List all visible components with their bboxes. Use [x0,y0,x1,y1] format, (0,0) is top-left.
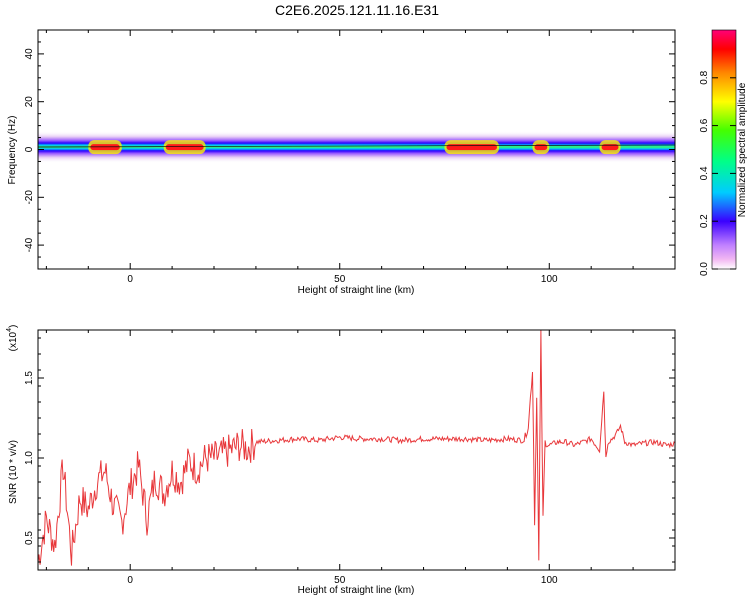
colorbar-tick-label: 0.8 [699,70,710,84]
colorbar-gradient [712,30,736,269]
snr-x-tick-label: 50 [334,575,346,586]
snr-frame [37,329,676,571]
spectrogram-x-tick-label: 50 [334,274,346,285]
colorbar-tick-label: 0.6 [699,118,710,132]
spectrogram-y-tick-label: -20 [24,190,35,205]
spectrogram-y-tick-label: 20 [24,96,35,108]
spectrogram-x-axis: 0 50 100 [45,30,676,285]
colorbar-tick-label: 0.2 [699,214,710,228]
spectrogram-y-tick-label: -40 [24,237,35,252]
snr-y-tick-label: 1.0 [24,451,35,465]
ridge-centre-line [38,144,675,148]
colorbar-frame [711,29,737,270]
spectrogram-x-label: Height of straight line (km) [298,285,415,296]
ridge-hotspot-core [534,144,548,151]
snr-y-label: SNR (10 * v/v) [8,440,19,504]
snr-y-axis: 0.5 1.0 1.5 [24,337,675,563]
snr-x-label: Height of straight line (km) [298,585,415,596]
spectrogram-y-tick-label: 0 [24,146,35,152]
ridge-hotspot-core [601,144,619,151]
spectrogram-panel: 0 50 100 40 20 0 -20 -40 Height of straight li… [7,29,676,296]
snr-y-tick-label: 1.5 [24,371,35,385]
colorbar-label: Normalized spectral amplitude [737,82,748,217]
colorbar-tick-label: 0.4 [699,166,710,180]
snr-series-line [38,330,675,566]
spectrogram-y-tick-label: 40 [24,48,35,60]
spectrogram-y-axis: 40 20 0 -20 -40 [24,41,675,258]
snr-x-axis: 0 50 100 [45,330,676,586]
colorbar-ticks: 0.0 0.2 0.4 0.6 0.8 [699,70,736,276]
colorbar-tick-label: 0.0 [699,262,710,276]
snr-y-multiplier: (x104) [6,325,19,352]
snr-panel: 0 50 100 0.5 1.0 1.5 Height of straight line… [6,325,676,596]
snr-x-tick-label: 0 [127,575,133,586]
ridge-hotspot-core [446,144,497,151]
spectrogram-x-tick-label: 100 [541,274,558,285]
snr-x-tick-label: 100 [541,575,558,586]
snr-y-tick-label: 0.5 [24,531,35,545]
spectrogram-x-tick-label: 0 [127,274,133,285]
colorbar: 0.0 0.2 0.4 0.6 0.8 Normalized spectral ampl… [699,29,748,276]
ridge-hotspots [88,140,621,155]
spectrogram-y-label: Frequency (Hz) [7,116,18,185]
figure-title: C2E6.2025.121.11.16.E31 [275,2,439,18]
ridge-hotspot-core [165,144,204,151]
